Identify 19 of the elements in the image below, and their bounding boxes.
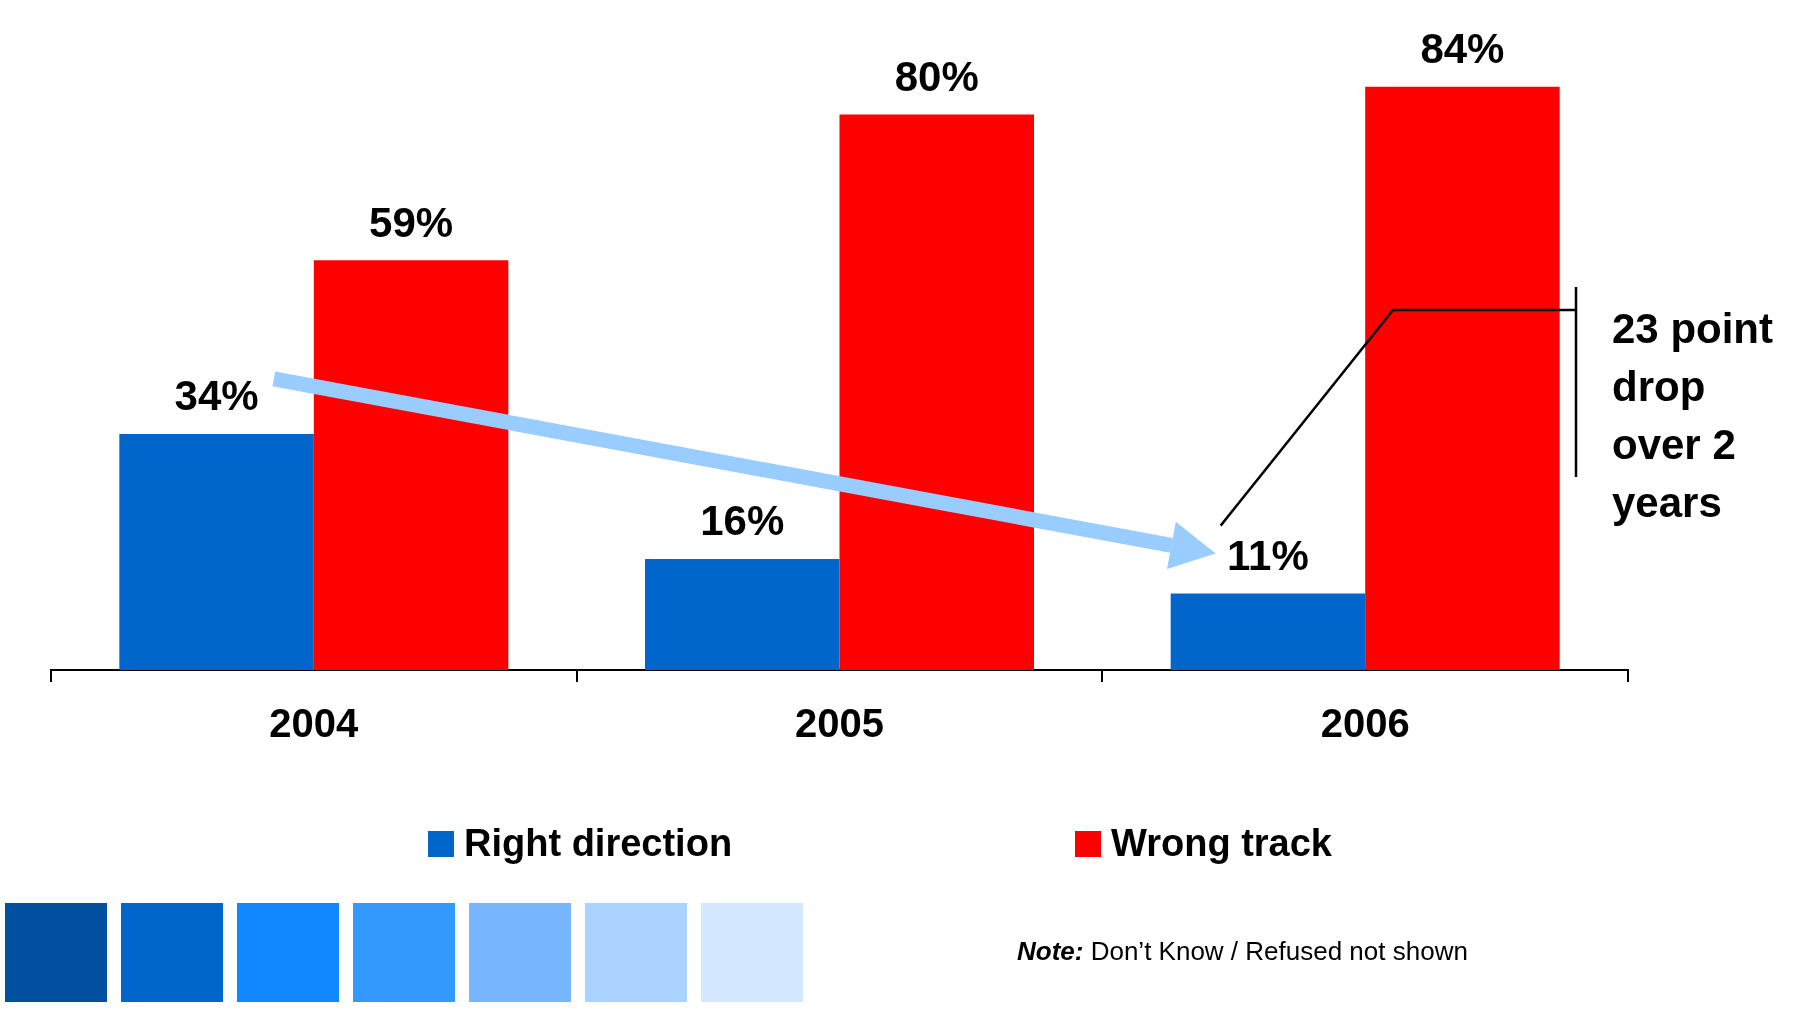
x-tick-label: 2004 [269, 701, 360, 746]
text: Note: Don’t Know / Refused not shown [1017, 936, 1468, 967]
data-label: 59% [369, 198, 454, 246]
x-tick-label: 2006 [1320, 701, 1410, 746]
x-tick-label: 2005 [795, 701, 884, 746]
bar [119, 433, 314, 670]
annotation: 23 point drop over 2 years [1612, 304, 1774, 528]
bar [839, 114, 1034, 670]
data-label: 11% [1227, 532, 1309, 580]
bar [1170, 593, 1366, 670]
bar [1365, 86, 1560, 670]
legend-label: Wrong track [1111, 822, 1333, 865]
data-label: 80% [894, 53, 979, 101]
bar [313, 260, 509, 670]
data-label: 84% [1420, 25, 1505, 73]
data-label: 16% [700, 497, 785, 545]
legend-label: Right direction [464, 822, 733, 865]
bar [645, 558, 840, 670]
data-label: 34% [174, 372, 259, 420]
